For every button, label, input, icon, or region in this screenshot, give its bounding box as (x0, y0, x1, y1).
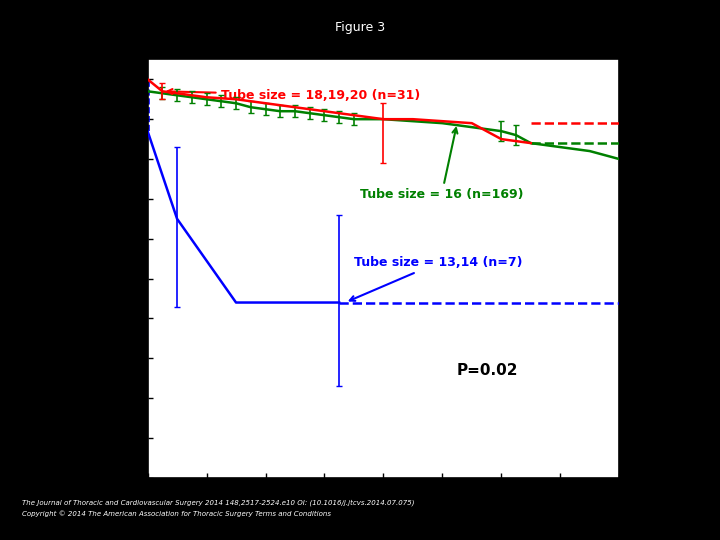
Text: Tube size = 18,19,20 (n=31): Tube size = 18,19,20 (n=31) (168, 89, 420, 102)
Text: Tube size = 16 (n=169): Tube size = 16 (n=169) (360, 128, 523, 201)
Text: Figure 3: Figure 3 (335, 21, 385, 33)
Title: Fontan Operation (UAB); 1988-2011; PTFE Tubes
(N=207): Fontan Operation (UAB); 1988-2011; PTFE … (175, 22, 592, 54)
Text: Tube size = 13,14 (n=7): Tube size = 13,14 (n=7) (350, 256, 523, 301)
Y-axis label: Percent Survival: Percent Survival (99, 198, 113, 340)
Text: The Journal of Thoracic and Cardiovascular Surgery 2014 148,2517-2524.e10 OI: (1: The Journal of Thoracic and Cardiovascul… (22, 500, 414, 506)
Text: Copyright © 2014 The American Association for Thoracic Surgery Terms and Conditi: Copyright © 2014 The American Associatio… (22, 510, 330, 517)
X-axis label: Years after Fontan Operation: Years after Fontan Operation (258, 501, 508, 516)
Text: P=0.02: P=0.02 (457, 363, 518, 378)
